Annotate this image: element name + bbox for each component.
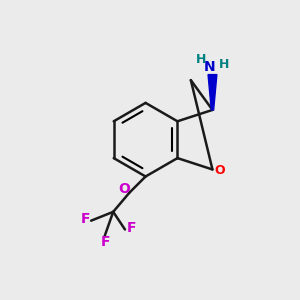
Text: F: F bbox=[127, 221, 136, 235]
Text: O: O bbox=[214, 164, 225, 177]
Text: H: H bbox=[219, 58, 230, 71]
Text: F: F bbox=[81, 212, 91, 226]
Polygon shape bbox=[208, 75, 217, 110]
Text: O: O bbox=[118, 182, 130, 196]
Text: H: H bbox=[196, 53, 206, 66]
Text: N: N bbox=[204, 60, 215, 74]
Text: F: F bbox=[100, 235, 110, 249]
